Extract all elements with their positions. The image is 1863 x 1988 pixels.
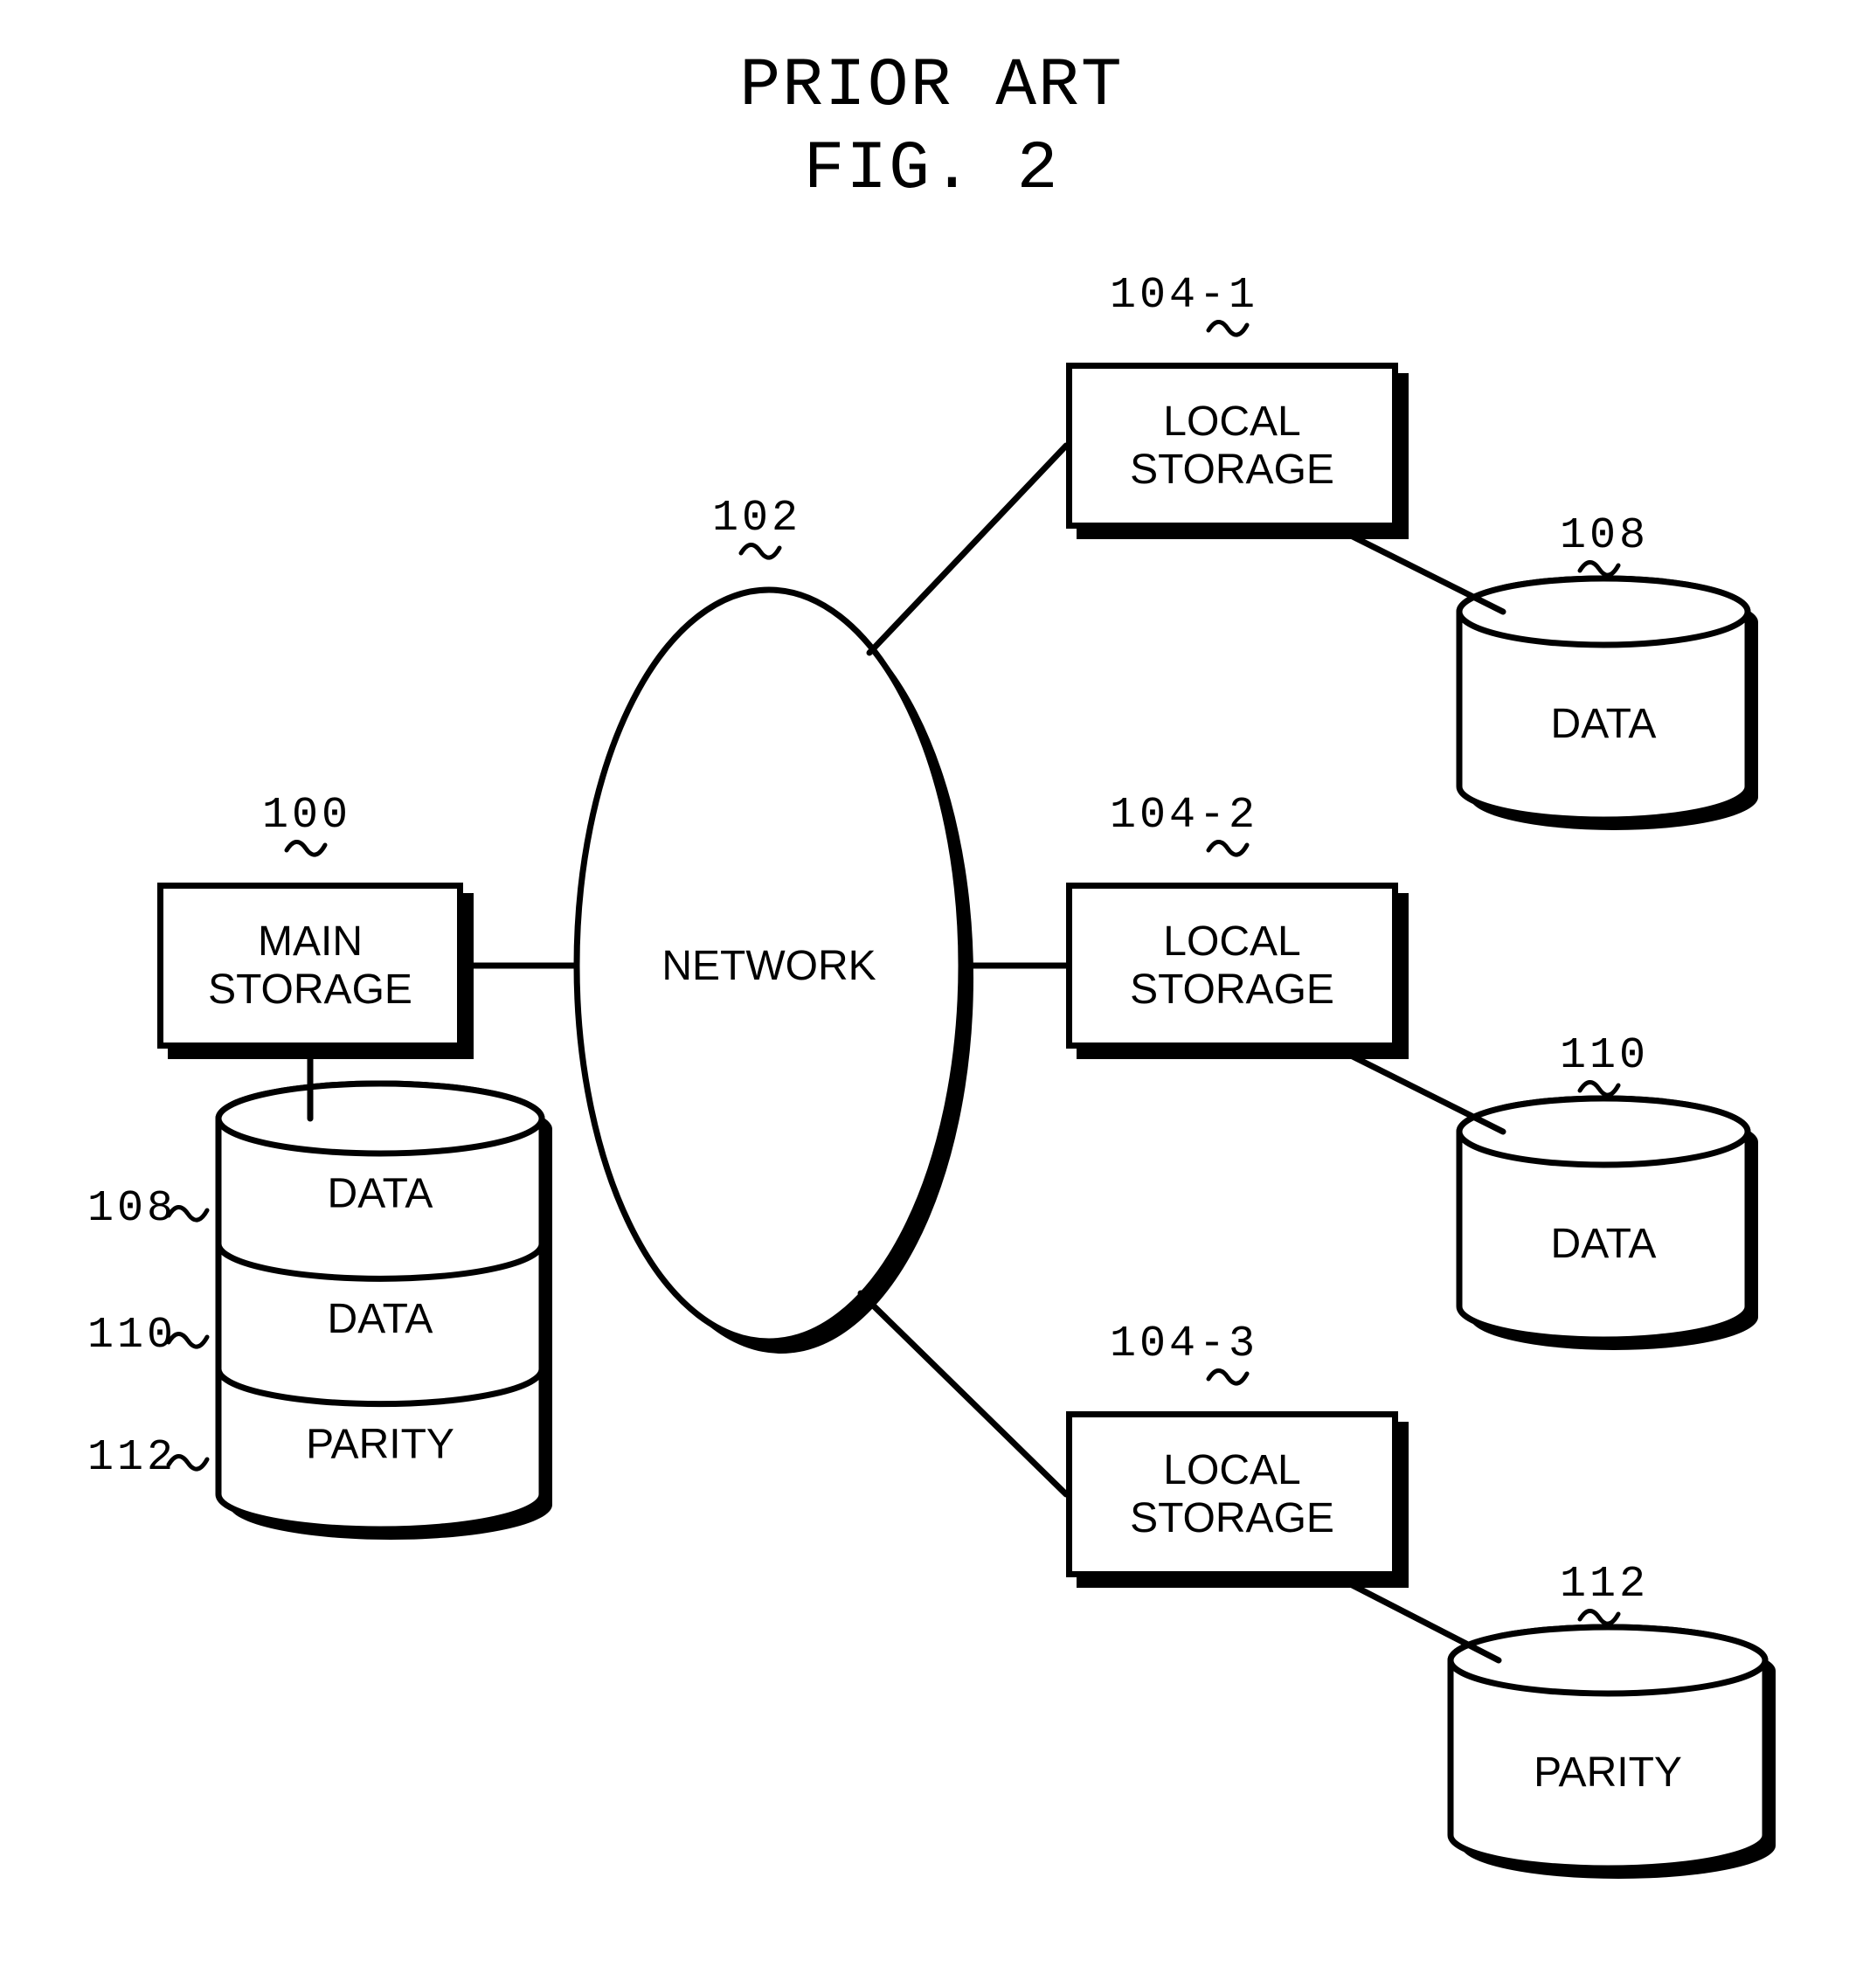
ref-label: 108 xyxy=(1560,511,1649,561)
local2-box: LOCAL STORAGE xyxy=(1066,883,1398,1049)
main_storage-box: MAIN STORAGE xyxy=(157,883,463,1049)
ref-label: 104-3 xyxy=(1110,1320,1258,1369)
data110-label: DATA xyxy=(1551,1221,1657,1267)
ref-label: 112 xyxy=(1560,1560,1649,1610)
title-fig: FIG. 2 xyxy=(0,131,1863,208)
ref-label: 110 xyxy=(87,1311,177,1361)
ref-label: 112 xyxy=(87,1433,177,1483)
ref-label: 104-1 xyxy=(1110,271,1258,321)
ref-label: 104-2 xyxy=(1110,791,1258,841)
data108-label: DATA xyxy=(1551,701,1657,747)
local3-box: LOCAL STORAGE xyxy=(1066,1411,1398,1577)
stack-slice-label: DATA xyxy=(328,1296,433,1342)
ref-label: 100 xyxy=(262,791,351,841)
ref-label: 108 xyxy=(87,1184,177,1234)
diagram-canvas: PRIOR ART FIG. 2 NETWORK DATA DATA PARITY DA… xyxy=(0,0,1863,1988)
stack-slice-label: PARITY xyxy=(306,1421,454,1467)
ref-label: 110 xyxy=(1560,1031,1649,1081)
local1-box: LOCAL STORAGE xyxy=(1066,363,1398,529)
ref-label: 102 xyxy=(712,494,801,544)
parity112-label: PARITY xyxy=(1534,1749,1682,1796)
title-prior-art: PRIOR ART xyxy=(0,48,1863,125)
network-label: NETWORK xyxy=(661,943,876,989)
stack-slice-label: DATA xyxy=(328,1171,433,1217)
